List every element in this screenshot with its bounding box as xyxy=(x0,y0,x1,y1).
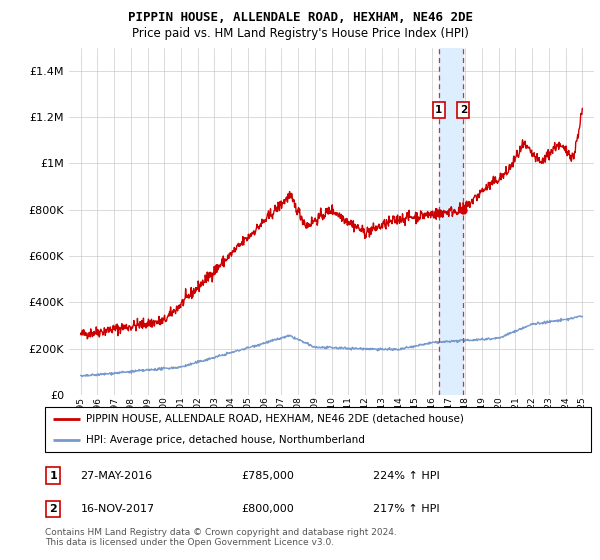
Text: 2: 2 xyxy=(49,504,57,514)
Text: 224% ↑ HPI: 224% ↑ HPI xyxy=(373,470,439,480)
Bar xyxy=(439,48,463,395)
Text: 217% ↑ HPI: 217% ↑ HPI xyxy=(373,504,439,514)
Text: 1: 1 xyxy=(49,470,57,480)
Text: £800,000: £800,000 xyxy=(242,504,295,514)
Text: 2: 2 xyxy=(460,105,467,115)
Text: 27-MAY-2016: 27-MAY-2016 xyxy=(80,470,152,480)
Text: PIPPIN HOUSE, ALLENDALE ROAD, HEXHAM, NE46 2DE: PIPPIN HOUSE, ALLENDALE ROAD, HEXHAM, NE… xyxy=(128,11,473,24)
Text: 1: 1 xyxy=(435,105,442,115)
Text: Price paid vs. HM Land Registry's House Price Index (HPI): Price paid vs. HM Land Registry's House … xyxy=(131,27,469,40)
Text: 16-NOV-2017: 16-NOV-2017 xyxy=(80,504,155,514)
Text: HPI: Average price, detached house, Northumberland: HPI: Average price, detached house, Nort… xyxy=(86,435,365,445)
Text: Contains HM Land Registry data © Crown copyright and database right 2024.
This d: Contains HM Land Registry data © Crown c… xyxy=(45,528,397,547)
Text: £785,000: £785,000 xyxy=(242,470,295,480)
Text: PIPPIN HOUSE, ALLENDALE ROAD, HEXHAM, NE46 2DE (detached house): PIPPIN HOUSE, ALLENDALE ROAD, HEXHAM, NE… xyxy=(86,414,464,424)
